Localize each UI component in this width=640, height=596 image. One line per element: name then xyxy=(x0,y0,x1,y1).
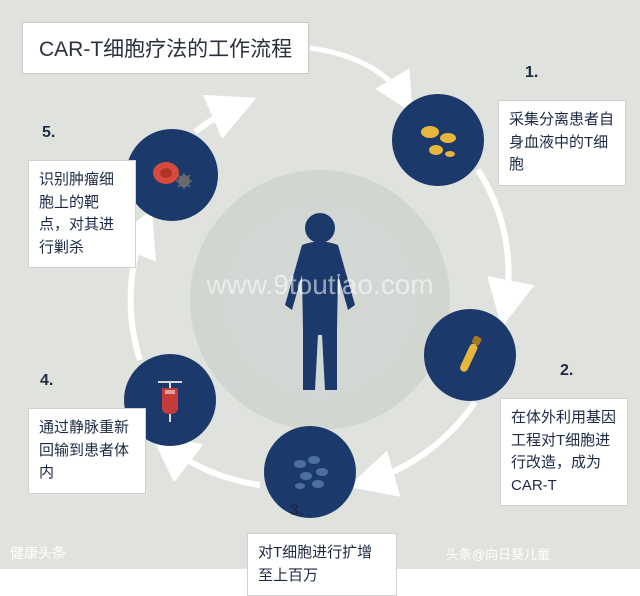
human-halo-inner xyxy=(220,200,420,400)
title-text: CAR-T细胞疗法的工作流程 xyxy=(39,38,292,61)
watermark-bottom-left: 健康头条 xyxy=(10,543,66,563)
step-box-4: 通过静脉重新回输到患者体内 xyxy=(28,408,146,494)
lead-arrow xyxy=(310,48,405,100)
step-box-5: 识别肿瘤细胞上的靶点，对其进行剿杀 xyxy=(28,160,136,268)
title-box: CAR-T细胞疗法的工作流程 xyxy=(22,22,309,74)
human-halo-outer xyxy=(190,170,450,430)
watermark-bottom-right: 头条@向日葵儿童 xyxy=(446,544,550,563)
cycle-arrow xyxy=(365,402,475,482)
step-number-1: 1. xyxy=(525,64,538,82)
step-number-2: 2. xyxy=(560,362,573,380)
step-box-3: 对T细胞进行扩增至上百万 xyxy=(247,533,397,596)
node-n5 xyxy=(126,129,218,221)
step-box-1: 采集分离患者自身血液中的T细胞 xyxy=(498,100,626,186)
step-number-5: 5. xyxy=(42,124,55,142)
step-number-4: 4. xyxy=(40,372,53,390)
cycle-arrow xyxy=(478,170,509,310)
watermark-center: www.9toutiao.com xyxy=(206,269,433,301)
cycle-arrow xyxy=(195,105,240,132)
node-n1 xyxy=(392,94,484,186)
node-n2 xyxy=(424,309,516,401)
node-n3 xyxy=(264,426,356,518)
step-box-2: 在体外利用基因工程对T细胞进行改造，成为CAR-T xyxy=(500,398,628,506)
human-figure xyxy=(285,213,355,390)
cycle-arrow xyxy=(165,445,260,485)
step-number-3: 3. xyxy=(290,502,303,520)
diagram-canvas: CAR-T细胞疗法的工作流程 xyxy=(0,0,640,569)
